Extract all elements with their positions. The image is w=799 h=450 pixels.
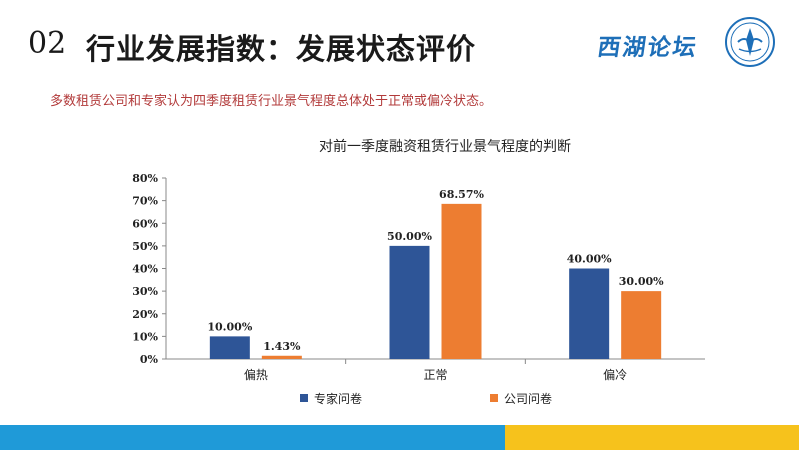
y-tick-label: 50% [132, 240, 158, 253]
chart-title: 对前一季度融资租赁行业景气程度的判断 [319, 138, 571, 155]
data-label: 40.00% [567, 253, 612, 266]
data-label: 50.00% [387, 230, 432, 243]
subtitle-text: 多数租赁公司和专家认为四季度租赁行业景气程度总体处于正常或偏冷状态。 [50, 94, 493, 109]
y-tick-label: 0% [140, 353, 159, 366]
y-tick-label: 30% [132, 285, 158, 298]
brand-name: 西湖论坛 [595, 34, 700, 61]
legend-label: 专家问卷 [314, 391, 362, 406]
footer-bar-yellow [505, 425, 799, 450]
bar-company [621, 291, 662, 359]
y-tick-label: 60% [132, 217, 158, 230]
data-label: 1.43% [263, 340, 301, 353]
data-label: 30.00% [619, 275, 664, 288]
bar-chart: 对前一季度融资租赁行业景气程度的判断 0% 10% 20% 30% 40% 50% 60% 7… [132, 138, 705, 406]
chart-data-labels: 10.00% 1.43% 50.00% 68.57% 40.00% 30.00% [207, 188, 664, 353]
y-tick-label: 20% [132, 308, 158, 321]
chart-axes: 0% 10% 20% 30% 40% 50% 60% 70% 80% 偏热 正常 偏冷 [132, 172, 705, 382]
x-tick-label: 正常 [423, 368, 447, 382]
legend-label: 公司问卷 [504, 391, 552, 406]
slide-header: 02 行业发展指数：发展状态评价 西湖论坛 [0, 0, 799, 80]
x-tick-label: 偏冷 [603, 367, 627, 382]
y-tick-label: 40% [132, 263, 158, 276]
chart-bars [209, 203, 662, 359]
bar-expert [569, 268, 610, 359]
data-label: 10.00% [207, 320, 252, 333]
bar-company [441, 203, 482, 359]
bar-company [261, 355, 302, 359]
footer-bar-blue [0, 425, 505, 450]
data-label: 68.57% [439, 188, 484, 201]
section-number: 02 [28, 26, 67, 61]
legend-swatch [300, 394, 308, 402]
chart-legend: 专家问卷 公司问卷 [300, 391, 552, 406]
y-tick-label: 70% [132, 195, 158, 208]
bar-expert [209, 336, 250, 359]
brand-logo-icon [725, 17, 775, 67]
x-tick-label: 偏热 [244, 367, 268, 382]
page-title: 行业发展指数：发展状态评价 [86, 32, 477, 66]
bar-expert [389, 245, 430, 359]
legend-swatch [490, 394, 498, 402]
y-tick-label: 80% [132, 172, 158, 185]
y-tick-label: 10% [132, 330, 158, 343]
